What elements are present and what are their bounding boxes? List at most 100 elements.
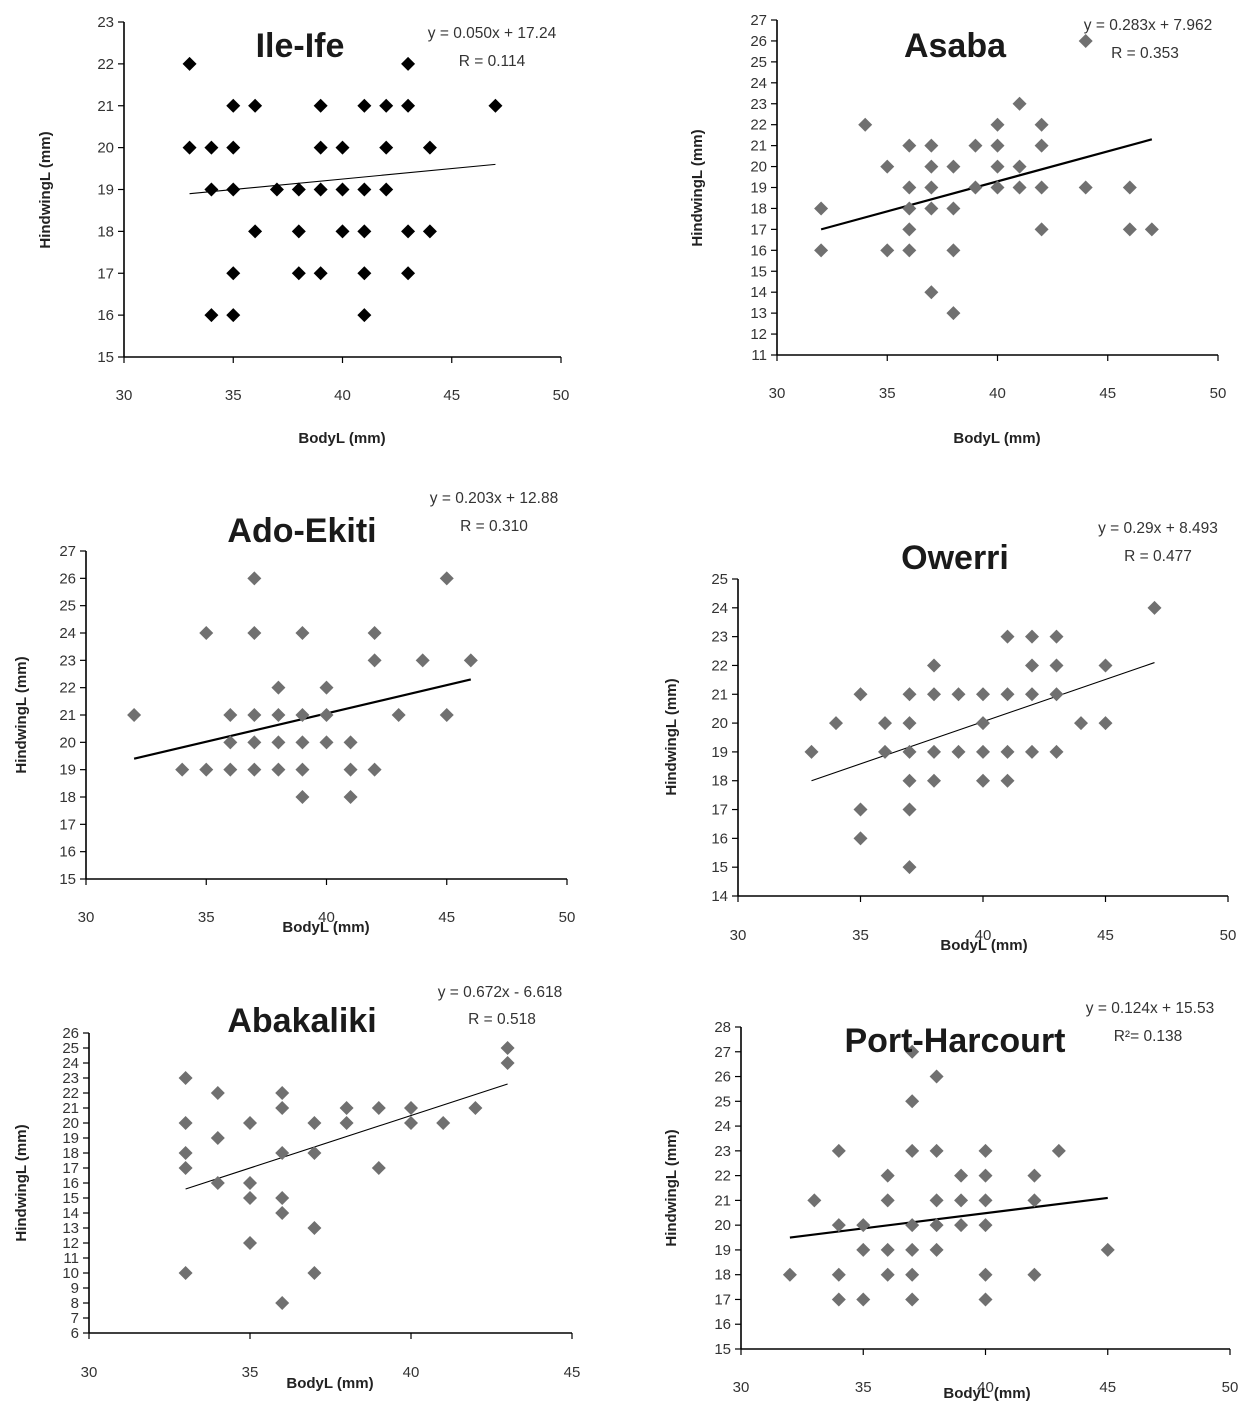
x-tick-label: 45 xyxy=(564,1364,581,1381)
data-point xyxy=(175,762,190,777)
chart-0: 15 16 17 18 19 20 21 22 23 30 35 40 45 50 Ile-Ife y = 0… xyxy=(37,14,569,447)
data-point xyxy=(976,716,990,731)
data-point xyxy=(401,224,416,239)
data-point xyxy=(226,182,241,197)
y-tick-label: 16 xyxy=(750,242,767,259)
data-point xyxy=(1034,117,1049,132)
data-point xyxy=(878,744,892,759)
data-point xyxy=(1078,33,1093,48)
y-axis-label: HindwingL (mm) xyxy=(13,656,30,773)
x-tick-label: 30 xyxy=(78,909,95,926)
y-tick-label: 7 xyxy=(71,1310,79,1327)
data-point xyxy=(1034,180,1049,195)
data-point xyxy=(199,626,214,640)
data-point xyxy=(127,708,142,722)
data-point xyxy=(946,306,961,321)
y-tick-label: 13 xyxy=(62,1220,79,1237)
data-point xyxy=(1034,222,1049,237)
data-point xyxy=(223,708,238,722)
data-point xyxy=(1027,1168,1042,1183)
y-tick-label: 12 xyxy=(62,1235,79,1252)
data-point xyxy=(275,1296,290,1310)
data-point xyxy=(978,1218,993,1233)
y-tick-label: 17 xyxy=(97,265,114,282)
y-tick-label: 19 xyxy=(714,1242,731,1259)
data-point xyxy=(858,117,873,132)
data-point xyxy=(829,716,843,731)
data-point xyxy=(463,653,478,668)
y-tick-label: 16 xyxy=(62,1175,79,1192)
data-point xyxy=(856,1292,871,1307)
data-point xyxy=(905,1044,920,1059)
data-point xyxy=(804,744,819,759)
y-tick-label: 21 xyxy=(750,138,767,155)
data-point xyxy=(275,1086,290,1100)
data-point xyxy=(929,1193,944,1208)
data-point xyxy=(404,1116,418,1130)
y-tick-label: 19 xyxy=(59,762,76,779)
x-tick-label: 50 xyxy=(1210,385,1227,402)
chart-title: Abakaliki xyxy=(227,1002,376,1040)
data-point xyxy=(927,658,941,673)
y-tick-label: 25 xyxy=(711,571,728,588)
data-point xyxy=(275,1206,290,1220)
y-tick-label: 14 xyxy=(62,1205,79,1222)
y-tick-label: 23 xyxy=(750,96,767,113)
y-tick-label: 22 xyxy=(714,1168,731,1185)
data-point xyxy=(978,1193,993,1208)
data-point xyxy=(422,140,437,155)
data-point xyxy=(1122,180,1137,195)
y-tick-label: 11 xyxy=(751,347,767,364)
data-point xyxy=(814,243,829,258)
data-point xyxy=(880,243,895,258)
correlation-value: R = 0.114 xyxy=(459,53,526,70)
y-tick-label: 21 xyxy=(711,686,728,703)
data-point xyxy=(1025,658,1039,673)
data-point xyxy=(978,1267,993,1282)
chart-title: Ado-Ekiti xyxy=(227,512,376,550)
y-tick-label: 15 xyxy=(714,1341,731,1358)
y-tick-label: 15 xyxy=(62,1190,79,1207)
data-point xyxy=(1049,687,1064,702)
y-tick-label: 27 xyxy=(59,543,76,560)
trendline xyxy=(820,138,1153,231)
data-point xyxy=(902,180,917,195)
y-axis-label: HindwingL (mm) xyxy=(689,129,706,246)
data-point xyxy=(269,182,284,197)
data-point xyxy=(1012,96,1027,111)
data-point xyxy=(422,224,437,239)
y-tick-label: 25 xyxy=(750,54,767,71)
data-point xyxy=(468,1101,483,1115)
data-point xyxy=(905,1218,920,1233)
data-point xyxy=(976,744,990,759)
x-tick-label: 45 xyxy=(438,909,455,926)
data-point xyxy=(247,708,262,722)
x-tick-label: 40 xyxy=(975,927,992,944)
y-tick-label: 16 xyxy=(714,1316,731,1333)
data-point xyxy=(295,626,310,640)
data-point xyxy=(439,571,454,586)
correlation-value: R = 0.310 xyxy=(460,518,528,535)
x-tick-label: 35 xyxy=(242,1364,259,1381)
data-point xyxy=(343,735,358,750)
y-tick-label: 24 xyxy=(59,625,76,642)
data-point xyxy=(1074,716,1088,731)
data-point xyxy=(1122,222,1137,237)
data-point xyxy=(379,140,394,155)
y-axis-label: HindwingL (mm) xyxy=(37,131,54,248)
data-point xyxy=(946,201,961,216)
data-point xyxy=(927,744,941,759)
data-point xyxy=(307,1266,322,1280)
data-point xyxy=(357,308,372,323)
y-tick-label: 18 xyxy=(714,1267,731,1284)
y-tick-label: 20 xyxy=(750,159,767,176)
data-point xyxy=(379,98,394,113)
data-point xyxy=(1049,658,1064,673)
data-point xyxy=(204,140,219,155)
y-tick-label: 15 xyxy=(59,871,76,888)
data-point xyxy=(488,98,503,113)
data-point xyxy=(946,243,961,258)
y-tick-label: 10 xyxy=(62,1265,79,1282)
data-point xyxy=(990,180,1005,195)
y-tick-label: 8 xyxy=(71,1295,79,1312)
